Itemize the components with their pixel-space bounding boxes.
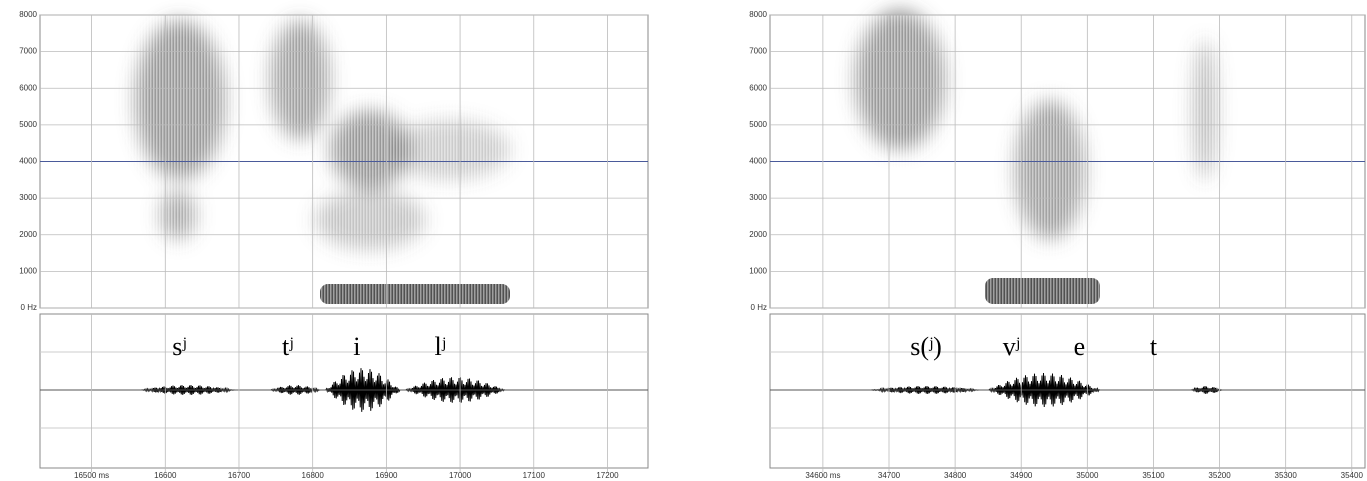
x-tick-label: 34800 xyxy=(944,471,967,480)
x-tick-label: 17200 xyxy=(596,471,619,480)
x-tick-label: 34900 xyxy=(1010,471,1033,480)
y-tick-label: 8000 xyxy=(749,10,767,19)
x-tick-label: 35400 xyxy=(1341,471,1364,480)
segment-label: vʲ xyxy=(1003,332,1020,361)
segment-label: sʲ xyxy=(172,332,186,361)
x-tick-label: 16500 ms xyxy=(74,471,109,480)
y-tick-label: 1000 xyxy=(749,266,767,275)
x-tick-label: 34700 xyxy=(878,471,901,480)
y-tick-label: 1000 xyxy=(19,266,37,275)
segment-label: tʲ xyxy=(282,332,293,361)
y-tick-label: 5000 xyxy=(19,120,37,129)
y-tick-label: 0 Hz xyxy=(21,303,37,312)
y-tick-label: 7000 xyxy=(749,47,767,56)
y-tick-label: 5000 xyxy=(749,120,767,129)
y-tick-label: 6000 xyxy=(19,83,37,92)
x-tick-label: 34600 ms xyxy=(805,471,840,480)
waveform-frame xyxy=(769,313,1366,469)
y-tick-label: 6000 xyxy=(749,83,767,92)
y-tick-label: 4000 xyxy=(749,157,767,166)
x-tick-label: 16700 xyxy=(228,471,251,480)
x-tick-label: 35100 xyxy=(1142,471,1165,480)
segment-label: t xyxy=(1150,332,1158,361)
y-tick-label: 0 Hz xyxy=(751,303,767,312)
x-tick-label: 16900 xyxy=(375,471,398,480)
segment-label: lʲ xyxy=(435,332,446,361)
waveform-frame xyxy=(39,313,649,469)
x-tick-label: 16800 xyxy=(302,471,325,480)
y-tick-label: 3000 xyxy=(19,193,37,202)
x-tick-label: 17100 xyxy=(523,471,546,480)
x-tick-label: 17000 xyxy=(449,471,472,480)
y-tick-label: 8000 xyxy=(19,10,37,19)
x-tick-label: 35000 xyxy=(1076,471,1099,480)
x-tick-label: 35300 xyxy=(1275,471,1298,480)
y-tick-label: 2000 xyxy=(19,230,37,239)
y-tick-label: 2000 xyxy=(749,230,767,239)
x-tick-label: 16600 xyxy=(154,471,177,480)
segment-label: s(ʲ) xyxy=(910,332,941,361)
segment-label: i xyxy=(353,332,360,361)
segment-label: e xyxy=(1074,332,1086,361)
x-tick-label: 35200 xyxy=(1208,471,1231,480)
y-tick-label: 3000 xyxy=(749,193,767,202)
y-tick-label: 4000 xyxy=(19,157,37,166)
y-tick-label: 7000 xyxy=(19,47,37,56)
